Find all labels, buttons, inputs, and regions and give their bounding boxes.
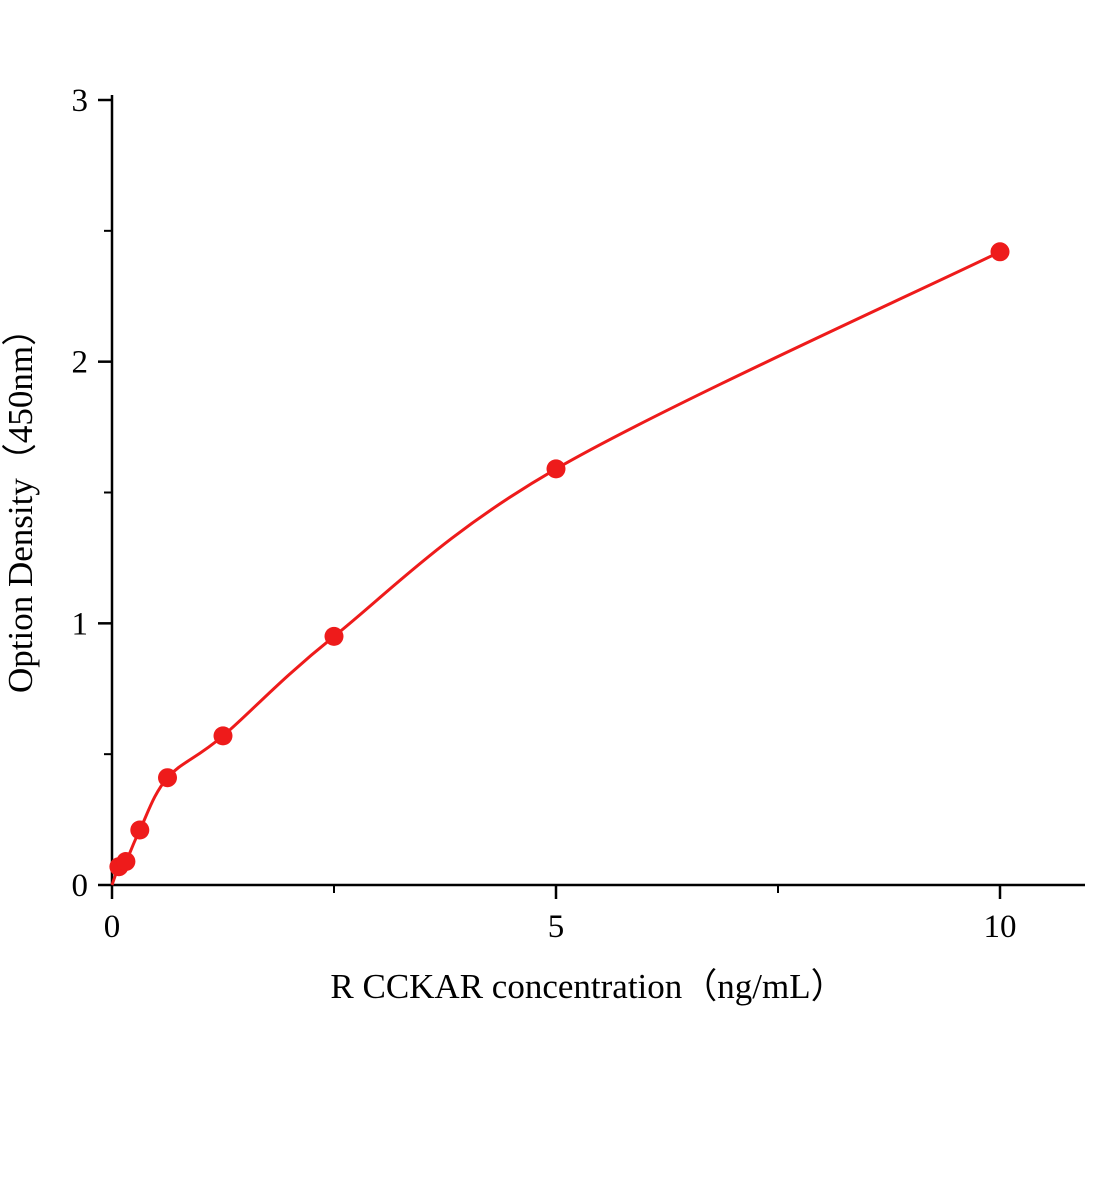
data-point: [990, 242, 1010, 262]
data-point: [546, 459, 566, 479]
tick-labels: 0 1 2 3 0 5 10: [72, 83, 1017, 945]
y-tick-label: 3: [72, 83, 89, 119]
tick-marks: [98, 98, 1002, 899]
x-tick-label: 5: [548, 909, 565, 945]
y-tick-label: 1: [72, 606, 89, 642]
data-point: [324, 626, 344, 646]
axes: [110, 95, 1085, 887]
data-point: [116, 852, 136, 871]
y-tick-label: 2: [72, 345, 89, 381]
fit-curve: [110, 250, 1001, 886]
data-point: [213, 726, 233, 746]
y-axis-label: Option Density（450nm）: [1, 311, 40, 693]
data-points: [109, 242, 1010, 877]
data-point: [130, 820, 150, 840]
x-tick-label: 0: [104, 909, 121, 945]
x-tick-label: 10: [984, 909, 1017, 945]
data-point: [158, 768, 177, 788]
y-tick-label: 0: [72, 868, 89, 904]
x-axis-label: R CCKAR concentration（ng/mL）: [330, 967, 845, 1006]
